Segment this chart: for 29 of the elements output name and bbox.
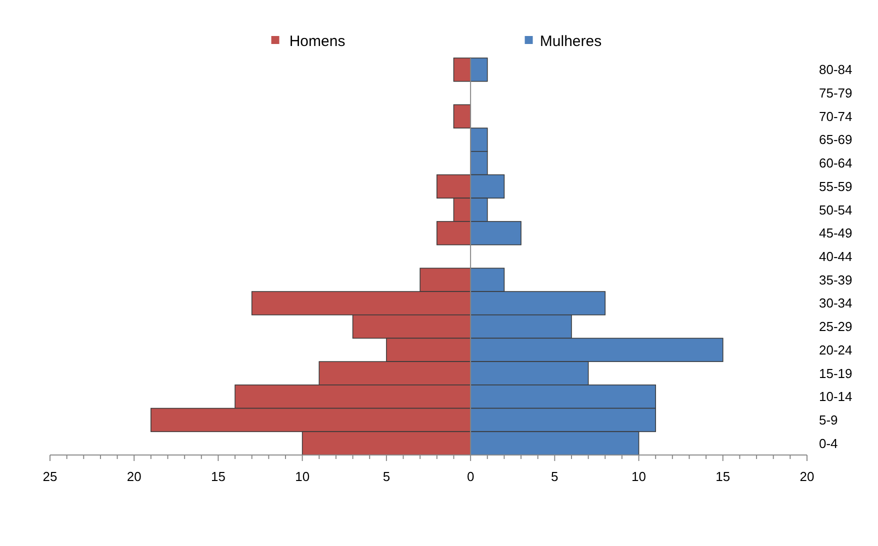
x-tick-label: 20 — [126, 469, 142, 484]
y-tick-label: 25-29 — [819, 319, 852, 334]
y-tick-label: 55-59 — [819, 178, 852, 194]
y-tick-label: 50-54 — [819, 202, 852, 218]
y-tick-label: 70-74 — [819, 108, 852, 124]
y-tick-label: 30-34 — [819, 296, 852, 311]
y-tick-label: 35-39 — [819, 272, 852, 288]
y-tick-label: 60-64 — [819, 156, 852, 171]
x-tick-label: 5 — [382, 469, 390, 484]
legend-label: Mulheres — [540, 33, 602, 50]
x-tick-label: 10 — [632, 469, 646, 484]
x-tick-label: 0 — [466, 469, 474, 484]
x-tick-label: 20 — [800, 469, 814, 484]
y-tick-label: 5-9 — [819, 412, 838, 428]
x-tick-label: 15 — [716, 469, 730, 484]
y-tick-label: 0-4 — [819, 436, 838, 451]
legend-label: Homens — [289, 33, 346, 50]
y-tick-label: 10-14 — [819, 389, 852, 404]
y-tick-label: 20-24 — [819, 342, 852, 358]
y-tick-label: 65-69 — [819, 132, 852, 148]
x-tick-label: 15 — [210, 469, 226, 484]
y-tick-label: 75-79 — [819, 86, 852, 101]
x-tick-label: 10 — [295, 469, 310, 484]
y-tick-label: 80-84 — [819, 62, 852, 78]
y-tick-label: 45-49 — [819, 226, 852, 241]
y-tick-label: 40-44 — [819, 249, 852, 264]
y-tick-label: 15-19 — [819, 366, 852, 381]
x-tick-label: 5 — [551, 469, 558, 484]
x-tick-label: 25 — [42, 469, 58, 484]
